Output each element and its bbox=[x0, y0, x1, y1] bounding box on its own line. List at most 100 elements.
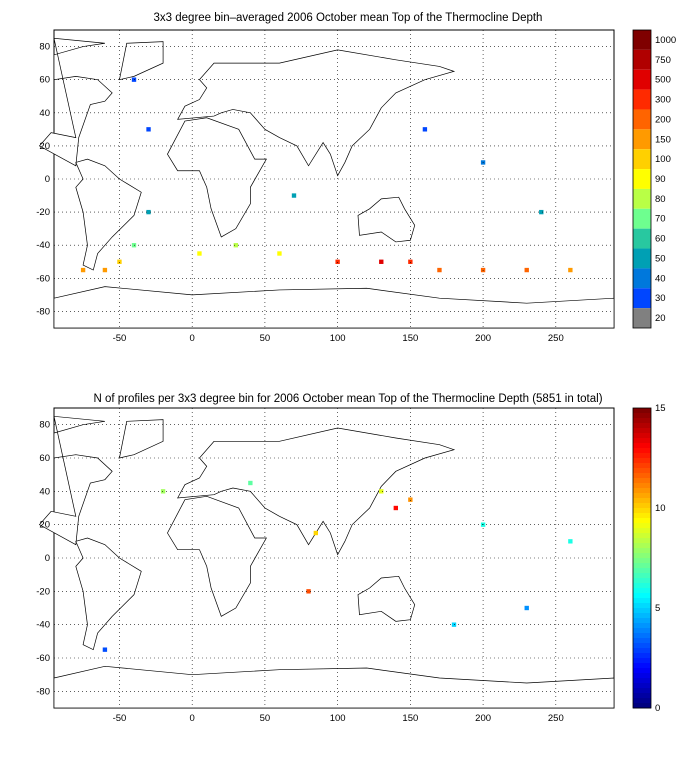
colorbar-swatch bbox=[633, 288, 651, 309]
colorbar-swatch bbox=[633, 563, 651, 569]
colorbar-swatch bbox=[633, 613, 651, 619]
colorbar-swatch bbox=[633, 548, 651, 554]
colorbar-tick-label: 40 bbox=[655, 273, 666, 284]
colorbar-tick-label: 200 bbox=[655, 114, 671, 125]
colorbar-tick-label: 100 bbox=[655, 154, 671, 165]
colorbar-swatch bbox=[633, 643, 651, 649]
y-tick-label: -40 bbox=[36, 620, 50, 631]
colorbar-swatch bbox=[633, 89, 651, 110]
colorbar-swatch bbox=[633, 478, 651, 484]
colorbar-swatch bbox=[633, 493, 651, 499]
coastline-3 bbox=[167, 117, 267, 238]
colorbar-swatch bbox=[633, 513, 651, 519]
colorbar-frame bbox=[632, 29, 652, 329]
colorbar-swatch bbox=[633, 483, 651, 489]
coastline-1 bbox=[75, 537, 142, 651]
colorbar-swatch bbox=[633, 658, 651, 664]
y-tick-label: 20 bbox=[39, 520, 50, 531]
data-bin bbox=[379, 259, 384, 264]
colorbar-tick-label: 500 bbox=[655, 75, 671, 86]
colorbar-swatch bbox=[633, 463, 651, 469]
coastline-2 bbox=[119, 419, 164, 459]
data-bin bbox=[524, 267, 529, 273]
colorbar-swatch bbox=[633, 543, 651, 549]
colorbar-swatch bbox=[633, 149, 651, 170]
colorbar-swatch bbox=[633, 663, 651, 669]
y-tick-label: 0 bbox=[45, 553, 50, 564]
colorbar-swatch bbox=[633, 573, 651, 579]
data-bin bbox=[117, 259, 122, 264]
colorbar-swatch bbox=[633, 623, 651, 629]
x-tick-label: 200 bbox=[475, 333, 491, 344]
colorbar-swatch bbox=[633, 49, 651, 70]
colorbar-swatch bbox=[633, 578, 651, 584]
y-tick-label: 80 bbox=[39, 420, 50, 431]
colorbar-swatch bbox=[633, 423, 651, 429]
colorbar-swatch bbox=[633, 678, 651, 684]
x-tick-label: 250 bbox=[548, 713, 564, 724]
coastline-2 bbox=[119, 41, 164, 81]
data-bin bbox=[233, 243, 238, 248]
data-bin bbox=[146, 127, 151, 132]
colorbar-swatch bbox=[633, 248, 651, 269]
y-tick-label: -40 bbox=[36, 240, 50, 251]
colorbar-swatch bbox=[633, 453, 651, 459]
y-tick-label: 60 bbox=[39, 453, 50, 464]
y-tick-label: 40 bbox=[39, 108, 50, 119]
y-tick-label: -60 bbox=[36, 273, 50, 284]
y-tick-label: 0 bbox=[45, 174, 50, 185]
colorbar-swatch bbox=[633, 558, 651, 564]
colorbar-swatch bbox=[633, 408, 651, 414]
colorbar-swatch bbox=[633, 698, 651, 704]
bottom-panel: N of profiles per 3x3 degree bin for 200… bbox=[0, 380, 696, 760]
colorbar-swatch bbox=[633, 693, 651, 699]
data-bin bbox=[422, 127, 428, 132]
data-bin bbox=[524, 605, 529, 611]
colorbar-swatch bbox=[633, 568, 651, 574]
colorbar-tick-label: 5 bbox=[655, 603, 660, 614]
coastline-1 bbox=[75, 158, 142, 271]
colorbar-tick-label: 150 bbox=[655, 134, 671, 145]
colorbar-tick-label: 80 bbox=[655, 194, 666, 205]
colorbar-tick-label: 1000 bbox=[655, 35, 676, 46]
colorbar-tick-label: 20 bbox=[655, 313, 666, 324]
colorbar-swatch bbox=[633, 638, 651, 644]
colorbar-swatch bbox=[633, 468, 651, 474]
colorbar-tick-label: 10 bbox=[655, 503, 666, 514]
data-bin bbox=[408, 259, 413, 264]
colorbar-swatch bbox=[633, 668, 651, 674]
x-tick-label: -50 bbox=[113, 333, 127, 344]
colorbar-swatch bbox=[633, 633, 651, 639]
y-tick-label: 40 bbox=[39, 486, 50, 497]
colorbar-swatch bbox=[633, 628, 651, 634]
colorbar-swatch bbox=[633, 648, 651, 654]
colorbar-swatch bbox=[633, 69, 651, 90]
y-tick-label: -80 bbox=[36, 306, 50, 317]
coastline-0 bbox=[38, 37, 113, 167]
colorbar-swatch bbox=[633, 433, 651, 439]
colorbar-tick-label: 300 bbox=[655, 95, 671, 106]
data-bin bbox=[248, 480, 253, 486]
bottom-chart-title: N of profiles per 3x3 degree bin for 200… bbox=[93, 393, 603, 405]
colorbar-swatch bbox=[633, 503, 651, 509]
data-bin bbox=[437, 267, 442, 273]
colorbar-tick-label: 15 bbox=[655, 403, 666, 414]
data-bin bbox=[379, 489, 384, 494]
colorbar-swatch bbox=[633, 673, 651, 679]
colorbar-swatch bbox=[633, 498, 651, 504]
bottom-heatmap: -50 0 50 100 150 200 250806040200-20-40-60-801… bbox=[36, 403, 666, 724]
x-tick-label: 0 bbox=[190, 713, 195, 724]
colorbar-swatch bbox=[633, 448, 651, 454]
colorbar-swatch bbox=[633, 458, 651, 464]
data-bin bbox=[102, 647, 108, 652]
data-bin bbox=[335, 259, 340, 264]
colorbar-swatch bbox=[633, 268, 651, 289]
colorbar-tick-label: 30 bbox=[655, 293, 666, 304]
colorbar-swatch bbox=[633, 593, 651, 599]
colorbar-swatch bbox=[633, 528, 651, 534]
x-tick-label: 250 bbox=[548, 333, 564, 344]
x-tick-label: 50 bbox=[260, 333, 271, 344]
y-tick-label: 20 bbox=[39, 141, 50, 152]
y-tick-label: -60 bbox=[36, 653, 50, 664]
colorbar-swatch bbox=[633, 653, 651, 659]
